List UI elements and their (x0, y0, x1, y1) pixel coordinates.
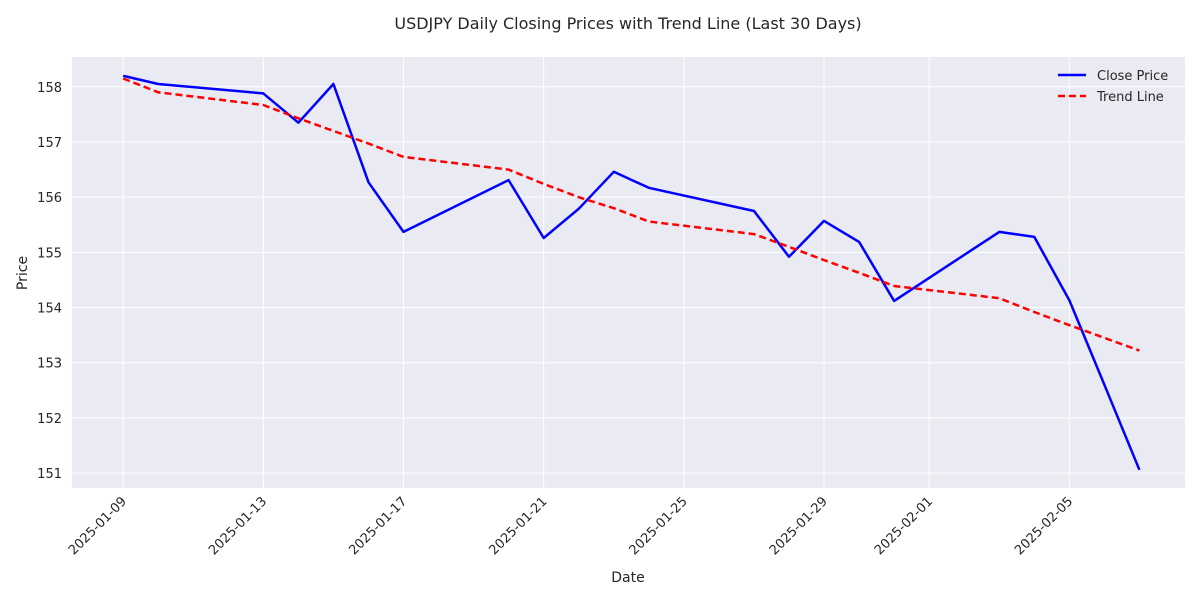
y-axis-label: Price (15, 256, 31, 290)
x-axis-label: Date (611, 570, 644, 586)
y-tick-label: 156 (37, 191, 62, 206)
y-tick-label: 153 (37, 357, 62, 372)
x-tick-label: 2025-01-13 (206, 494, 270, 558)
chart-title: USDJPY Daily Closing Prices with Trend L… (394, 14, 861, 33)
x-tick-label: 2025-02-01 (872, 494, 936, 558)
y-axis-ticks: 151 152 153 154 155 156 157 158 (37, 81, 62, 482)
x-axis-ticks: 2025-01-09 2025-01-13 2025-01-17 2025-01-21… (66, 494, 1076, 558)
y-tick-label: 157 (37, 136, 62, 151)
legend-label-trend-line: Trend Line (1096, 90, 1164, 105)
legend-label-close-price: Close Price (1097, 69, 1168, 84)
x-tick-label: 2025-01-09 (66, 494, 130, 558)
y-tick-label: 155 (37, 246, 62, 261)
plot-area (72, 57, 1185, 488)
y-tick-label: 158 (37, 81, 62, 96)
y-tick-label: 154 (37, 302, 62, 317)
x-tick-label: 2025-01-25 (627, 494, 691, 558)
x-tick-label: 2025-01-21 (486, 494, 550, 558)
y-tick-label: 152 (37, 412, 62, 427)
x-tick-label: 2025-02-05 (1012, 494, 1076, 558)
x-tick-label: 2025-01-29 (767, 494, 831, 558)
x-tick-label: 2025-01-17 (346, 494, 410, 558)
y-tick-label: 151 (37, 467, 62, 482)
